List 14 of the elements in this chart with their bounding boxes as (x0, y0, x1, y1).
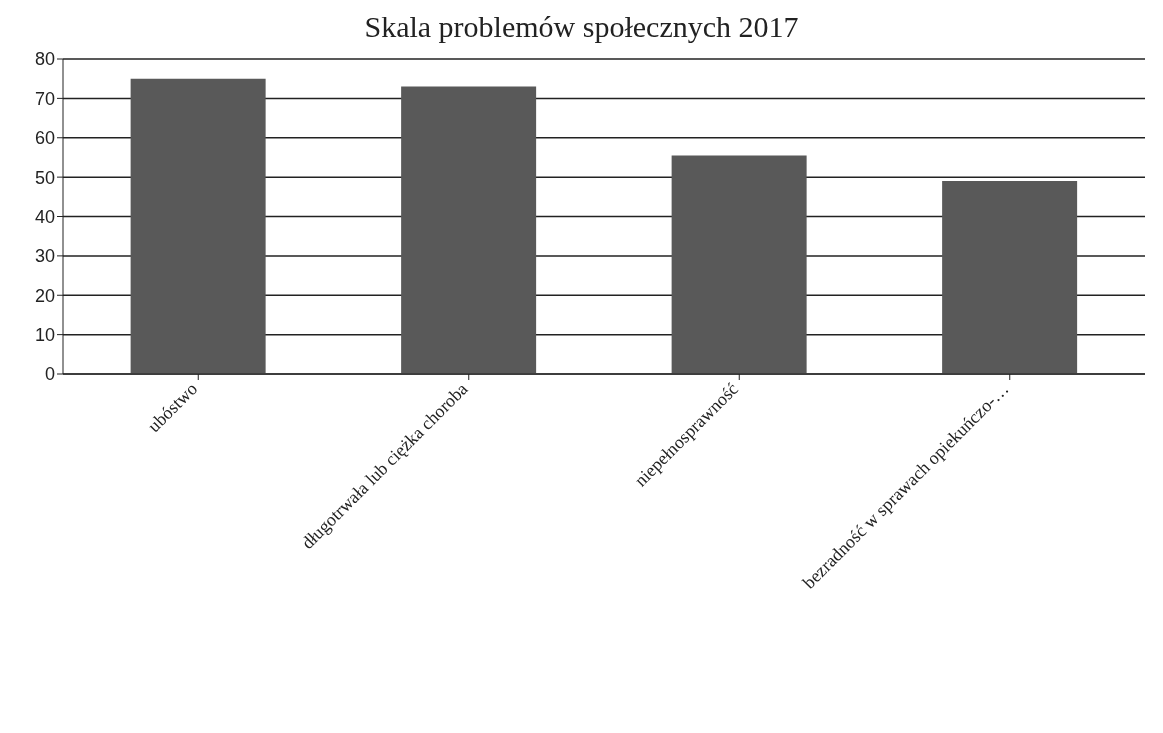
y-tick-label: 80 (34, 49, 55, 70)
bar (942, 181, 1078, 374)
y-tick-label: 20 (34, 285, 55, 306)
y-tick-label: 40 (34, 206, 55, 227)
y-tick-label: 10 (34, 325, 55, 346)
y-tick-label: 70 (34, 88, 55, 109)
bar (671, 155, 807, 374)
y-tick-label: 30 (34, 246, 55, 267)
bar (401, 86, 537, 374)
y-tick-label: 50 (34, 167, 55, 188)
chart-title: Skala problemów społecznych 2017 (363, 10, 800, 44)
y-tick-label: 0 (44, 364, 55, 385)
y-tick-label: 60 (34, 128, 55, 149)
bar (130, 78, 266, 374)
